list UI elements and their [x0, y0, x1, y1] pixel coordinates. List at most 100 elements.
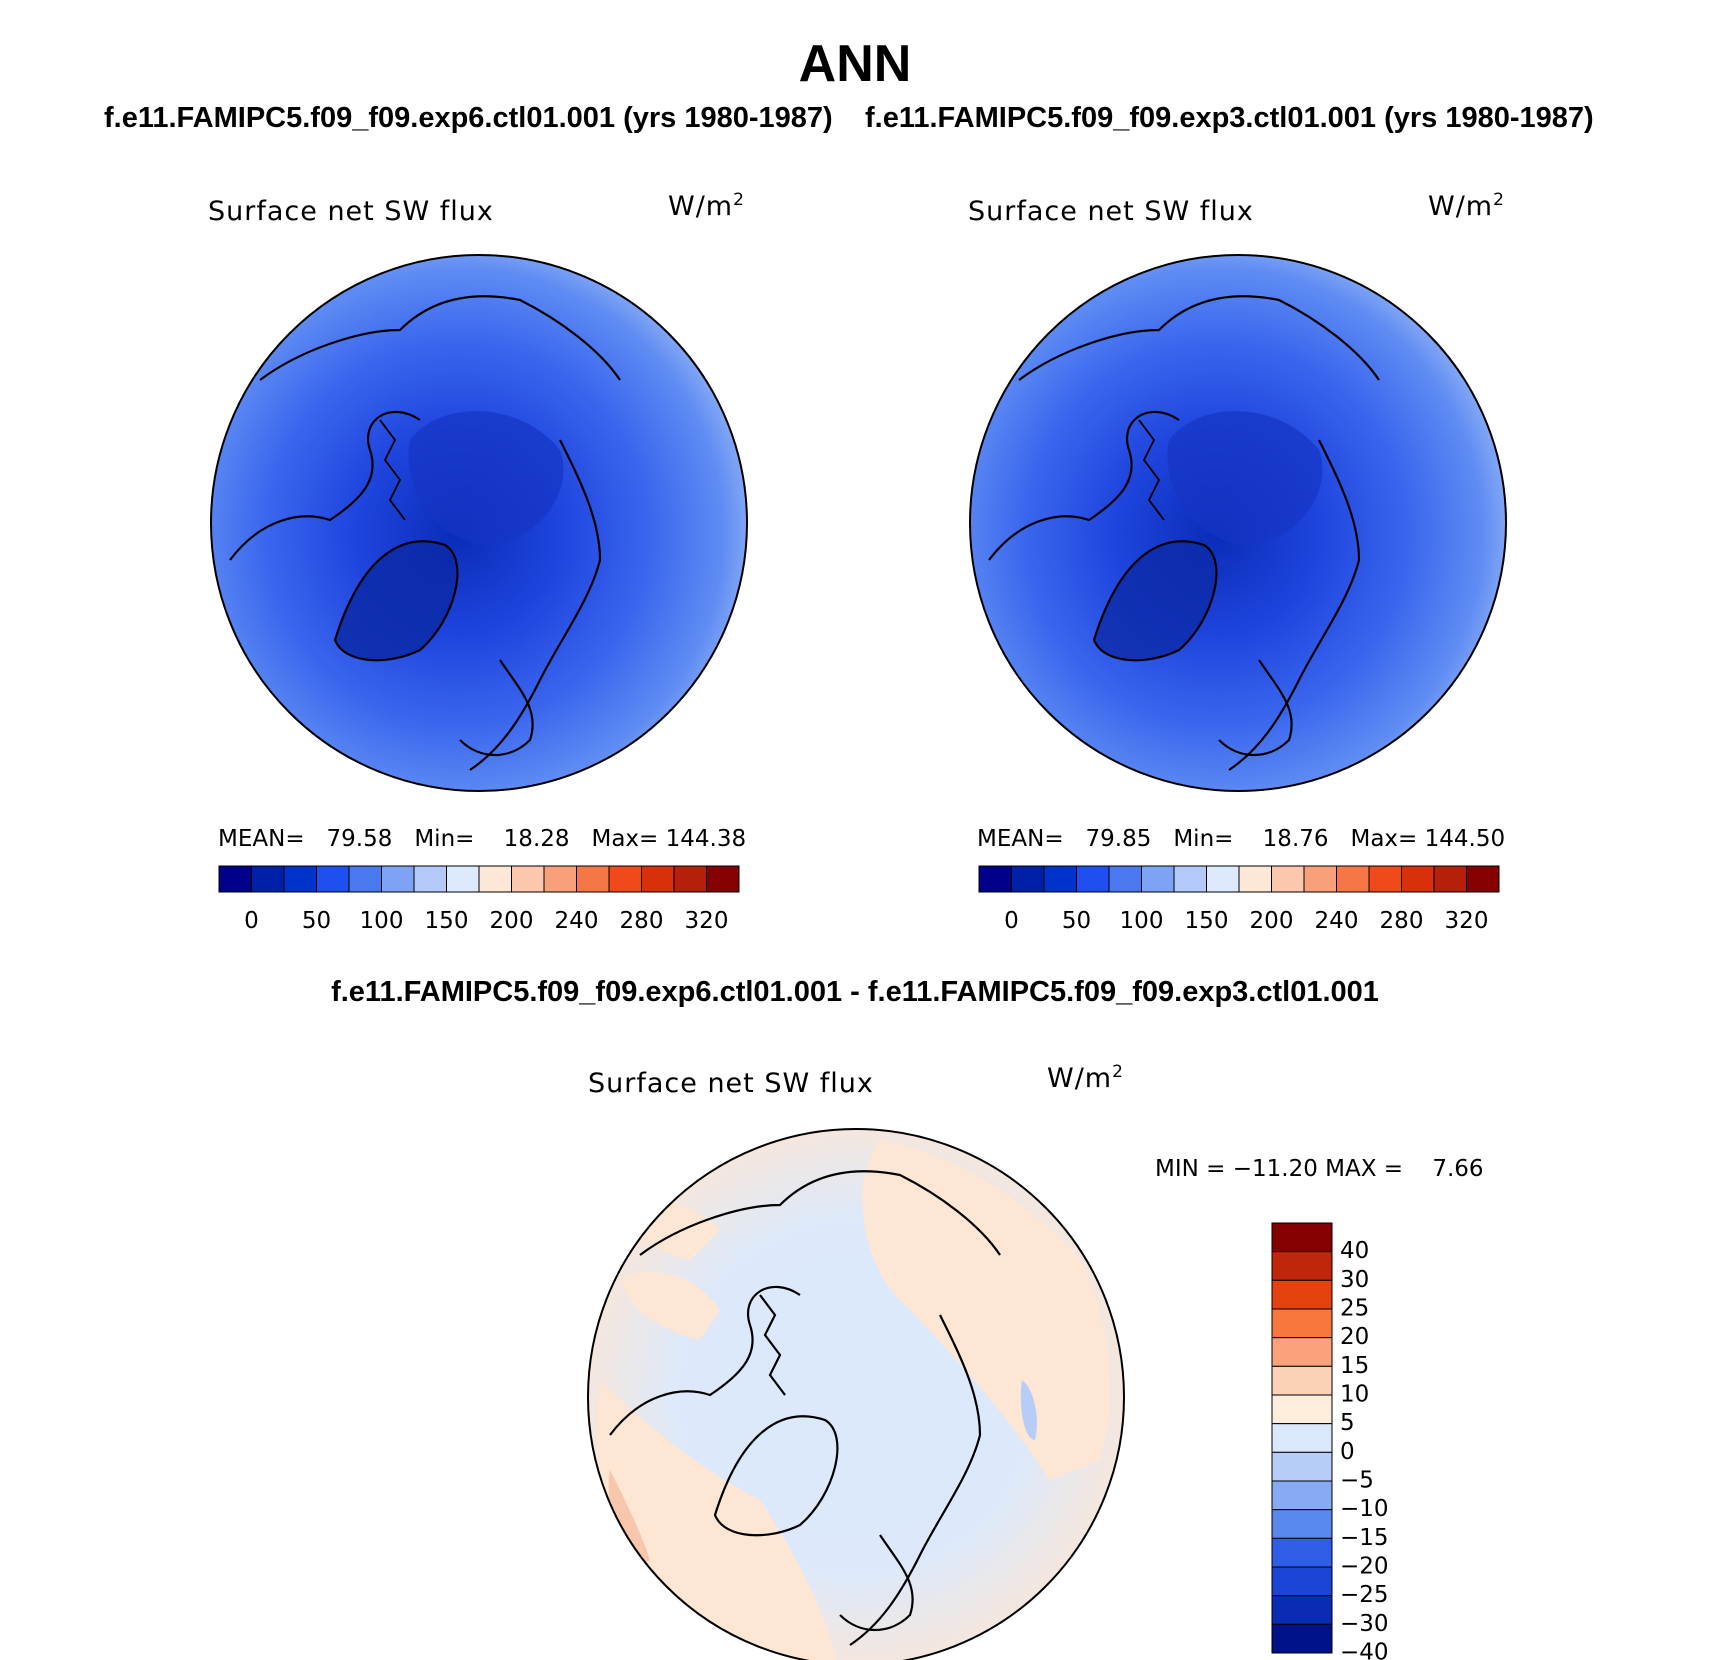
colorbar-swatch [1433, 865, 1467, 893]
colorbar-tick-label: −15 [1340, 1525, 1389, 1551]
greenland-region [335, 541, 458, 661]
positive-anomaly-region [862, 1140, 1111, 1480]
coastline [333, 540, 459, 662]
colorbar-tick-label: −30 [1340, 1611, 1389, 1637]
coastline [1218, 659, 1293, 757]
colorbar-swatch [446, 865, 480, 893]
panel3-polar-map [587, 1128, 1125, 1660]
colorbar-tick-label: −40 [1340, 1640, 1389, 1660]
colorbar-swatch [543, 865, 577, 893]
colorbar-swatch [1271, 1480, 1333, 1511]
arctic-ocean-region [408, 411, 564, 545]
colorbar-swatch [1271, 1595, 1333, 1625]
colorbar-swatch [1466, 865, 1500, 893]
min-label: Min= [1173, 826, 1234, 852]
colorbar-tick-label: 150 [1185, 908, 1229, 934]
colorbar-tick-label: 150 [425, 908, 469, 934]
colorbar-swatch [1271, 1394, 1333, 1425]
panel2-variable-label: Surface net SW flux [968, 196, 1254, 227]
coastline [1138, 419, 1165, 521]
colorbar-swatch [478, 865, 512, 893]
colorbar-swatch [283, 865, 317, 893]
min-value: 18.28 [503, 826, 570, 852]
colorbar-tick-label: 100 [360, 908, 404, 934]
colorbar-swatch [1076, 865, 1110, 893]
colorbar-tick-label: 240 [555, 908, 599, 934]
colorbar-swatch [1271, 1222, 1333, 1253]
coastline [459, 659, 534, 757]
coastline [988, 410, 1180, 561]
panel2-polar-map [969, 254, 1507, 792]
colorbar-tick-label: 5 [1340, 1410, 1355, 1436]
negative-anomaly-region [1020, 1380, 1037, 1440]
max-value: 144.38 [665, 826, 747, 852]
panel1-units-label: W/m2 [668, 190, 745, 222]
colorbar-swatch [1271, 1279, 1333, 1310]
colorbar-tick-label: 100 [1120, 908, 1164, 934]
colorbar-swatch [1271, 1623, 1333, 1654]
colorbar-tick-label: −25 [1340, 1582, 1389, 1608]
colorbar-swatch [1108, 865, 1142, 893]
colorbar-tick-label: 320 [685, 908, 729, 934]
colorbar-swatch [978, 865, 1012, 893]
mean-label: MEAN= [977, 826, 1064, 852]
panel1-colorbar: 0 50 100 150 200 240 280 320 [218, 865, 740, 934]
colorbar-tick-label: 50 [302, 908, 331, 934]
colorbar-swatch [1271, 1308, 1333, 1339]
panel2-colorbar: 0 50 100 150 200 240 280 320 [978, 865, 1500, 934]
colorbar-tick-label: 280 [620, 908, 664, 934]
colorbar-tick-label: 40 [1340, 1238, 1369, 1264]
colorbar-tick-label: −20 [1340, 1554, 1389, 1580]
colorbar-swatch [576, 865, 610, 893]
colorbar-tick-label: 320 [1445, 908, 1489, 934]
colorbar-swatch [1043, 865, 1077, 893]
colorbar-swatch [673, 865, 707, 893]
colorbar-swatch [641, 865, 675, 893]
colorbar-tick-label: 50 [1062, 908, 1091, 934]
colorbar-swatch [1173, 865, 1207, 893]
arctic-ocean-region [1167, 411, 1323, 545]
mean-value: 79.85 [1085, 826, 1152, 852]
panel1-variable-label: Surface net SW flux [208, 196, 494, 227]
coastline [229, 410, 421, 561]
colorbar-tick-label: 0 [1340, 1439, 1355, 1465]
max-label: Max= [591, 826, 659, 852]
colorbar-swatch [1336, 865, 1370, 893]
colorbar-tick-label: 240 [1315, 908, 1359, 934]
colorbar-swatch [218, 865, 252, 893]
colorbar-tick-label: 200 [1250, 908, 1294, 934]
colorbar-swatch [1271, 1423, 1333, 1453]
colorbar-tick-label: 30 [1340, 1267, 1369, 1293]
difference-title: f.e11.FAMIPC5.f09_f09.exp6.ctl01.001 - f… [331, 976, 1379, 1008]
colorbar-swatch [316, 865, 350, 893]
colorbar-swatch [1271, 1337, 1333, 1367]
panel3-units-label: W/m2 [1047, 1062, 1124, 1094]
max-label: Max= [1350, 826, 1418, 852]
colorbar-swatch [1271, 1251, 1333, 1281]
colorbar-tick-label: 0 [1004, 908, 1019, 934]
min-value: 18.76 [1262, 826, 1329, 852]
coastline [639, 1170, 1001, 1256]
panel2-stats: MEAN= 79.85 Min= 18.76 Max= 144.50 [977, 826, 1505, 852]
coastline [469, 439, 602, 771]
colorbar-swatch [706, 865, 740, 893]
max-value: 144.50 [1424, 826, 1506, 852]
colorbar-tick-label: −10 [1340, 1496, 1389, 1522]
colorbar-swatch [348, 865, 382, 893]
greenland-region [1094, 541, 1217, 661]
colorbar-tick-label: 0 [244, 908, 259, 934]
left-run-label: f.e11.FAMIPC5.f09_f09.exp6.ctl01.001 (yr… [104, 102, 833, 134]
panel3-minmax: MIN = −11.20 MAX = 7.66 [1155, 1156, 1484, 1182]
coastline [849, 1314, 982, 1646]
colorbar-tick-label: −5 [1340, 1468, 1374, 1494]
panel3-variable-label: Surface net SW flux [588, 1068, 874, 1099]
coastline [1018, 295, 1380, 381]
colorbar-swatch [251, 865, 285, 893]
colorbar-swatch [1206, 865, 1240, 893]
panel1-polar-map [210, 254, 748, 792]
colorbar-swatch [511, 865, 545, 893]
colorbar-swatch [1368, 865, 1402, 893]
coastline [609, 1285, 801, 1436]
